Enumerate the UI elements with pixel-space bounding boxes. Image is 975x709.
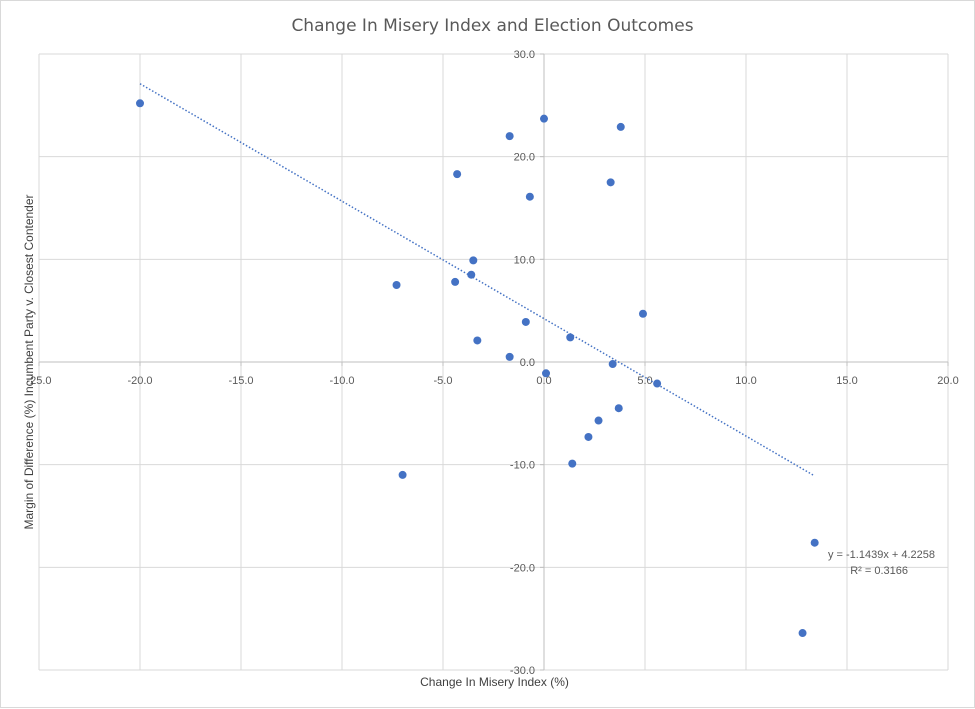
trendline <box>139 83 816 477</box>
data-point <box>469 256 478 265</box>
y-tick-label: 30.0 <box>514 49 535 61</box>
data-point <box>542 369 551 378</box>
data-point <box>521 317 530 326</box>
x-tick-label: 10.0 <box>735 375 756 387</box>
y-tick-label: 20.0 <box>514 152 535 164</box>
x-tick-label: -10.0 <box>329 375 354 387</box>
data-point <box>392 281 401 289</box>
data-point <box>616 122 625 131</box>
x-tick-label: 5.0 <box>637 375 652 387</box>
data-point <box>568 459 577 468</box>
tick-labels: -25.0 -20.0 -15.0 -10.0 -5.0 0.0 5.0 10.0 15.0 20… <box>26 49 958 677</box>
y-axis-title: Margin of Difference (%) Incumbent Party… <box>22 194 36 529</box>
data-point <box>398 470 407 479</box>
chart-title: Change In Misery Index and Election Outc… <box>291 16 693 36</box>
data-point <box>136 99 144 108</box>
x-tick-label: 20.0 <box>937 375 958 387</box>
y-tick-label: -20.0 <box>510 562 535 574</box>
data-point <box>505 132 514 141</box>
x-tick-label: -25.0 <box>26 375 51 387</box>
data-point <box>614 404 623 413</box>
x-tick-label: 0.0 <box>536 375 551 387</box>
x-tick-label: -20.0 <box>127 375 152 387</box>
data-point <box>584 432 593 441</box>
data-point <box>566 333 575 342</box>
data-point <box>638 309 647 318</box>
data-point <box>453 170 462 179</box>
data-point <box>540 114 548 123</box>
y-tick-label: -30.0 <box>510 665 535 677</box>
x-tick-label: 15.0 <box>836 375 857 387</box>
data-point <box>798 629 807 638</box>
data-point <box>653 379 662 388</box>
y-tick-label: 10.0 <box>514 254 535 266</box>
axes <box>38 53 949 671</box>
data-points <box>136 99 819 638</box>
data-point <box>451 277 460 286</box>
data-point <box>505 352 514 361</box>
data-point <box>525 192 534 201</box>
x-tick-label: -5.0 <box>434 375 453 387</box>
x-tick-label: -15.0 <box>228 375 253 387</box>
y-tick-label: 0.0 <box>520 357 535 369</box>
data-point <box>810 538 819 547</box>
data-point <box>467 270 476 279</box>
trendline-equation: y = -1.1439x + 4.2258 <box>828 549 935 561</box>
data-point <box>608 360 617 369</box>
data-point <box>606 178 615 187</box>
data-point <box>473 336 482 345</box>
y-tick-label: -10.0 <box>510 460 535 472</box>
x-axis-title: Change In Misery Index (%) <box>420 675 569 689</box>
trendline-r-squared: R² = 0.3166 <box>850 565 908 577</box>
data-point <box>594 416 603 425</box>
